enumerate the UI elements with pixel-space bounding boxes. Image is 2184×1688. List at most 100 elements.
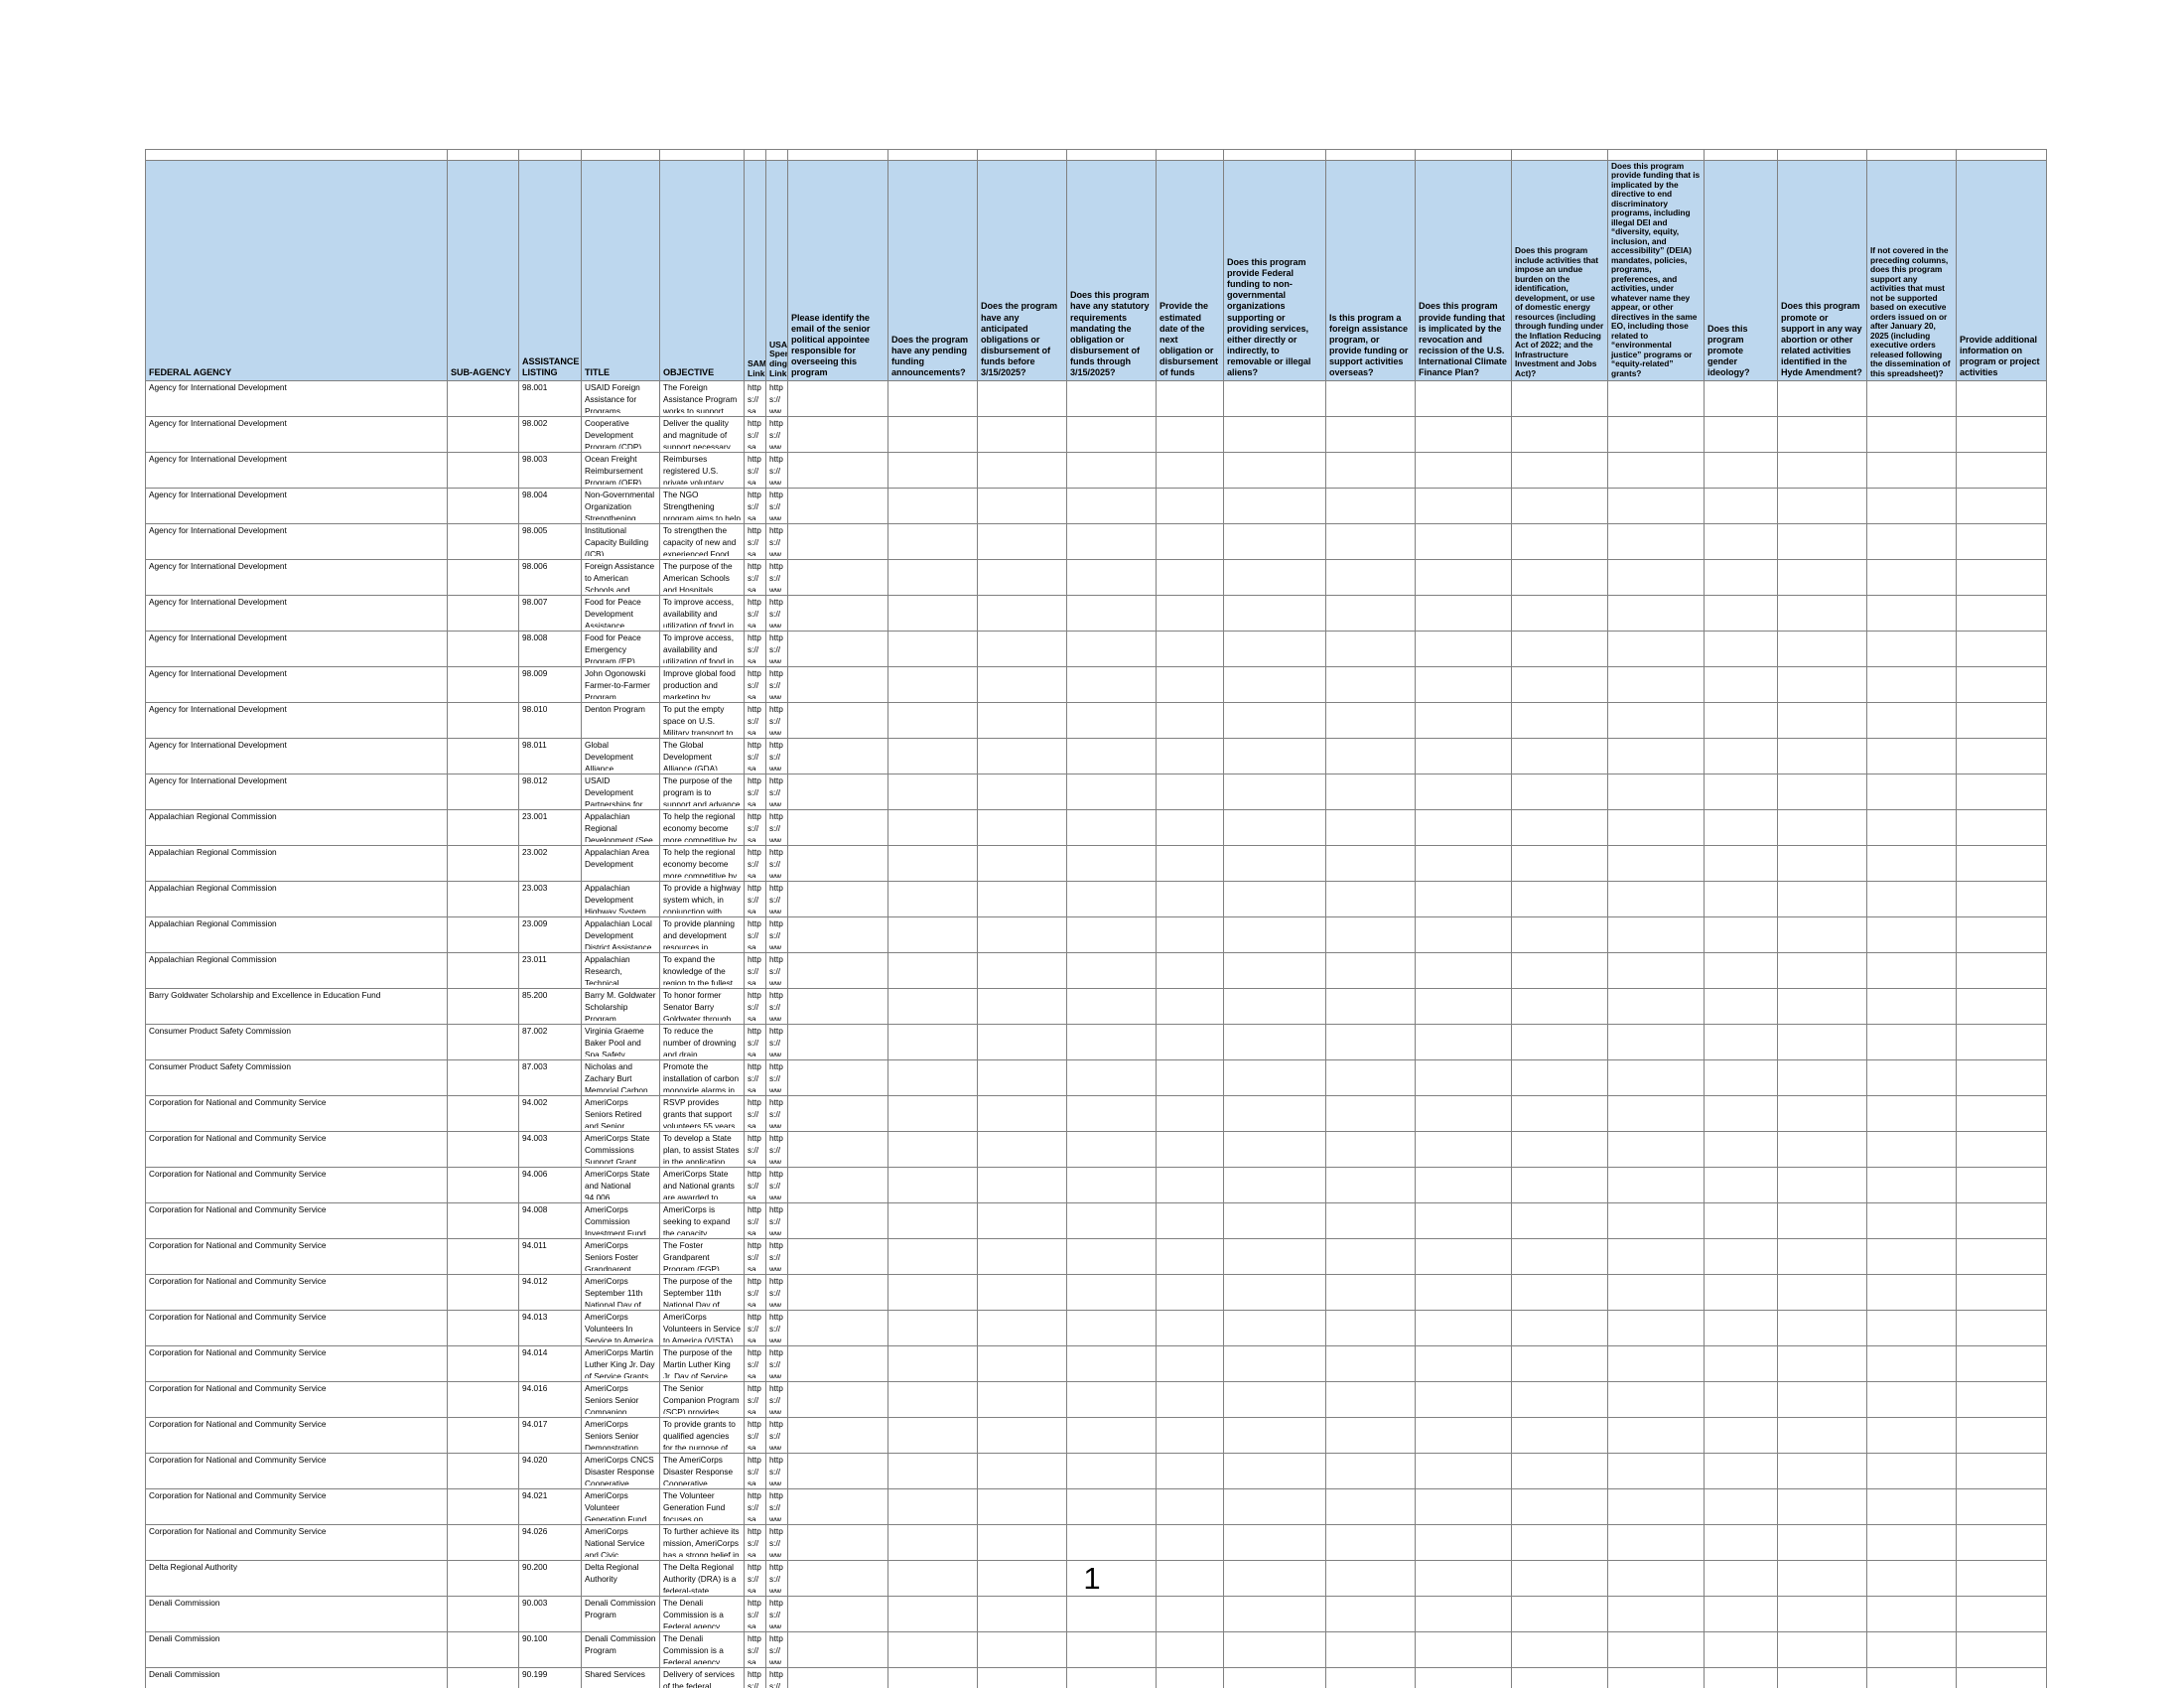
cell-federal_agency[interactable]: Corporation for National and Community S… — [145, 1417, 448, 1455]
cell-estimated_next_obligation_date[interactable] — [1156, 1059, 1224, 1097]
cell-objective[interactable]: To provide a highway system which, in co… — [659, 881, 745, 918]
cell-dei_deia_directive[interactable] — [1607, 1095, 1705, 1133]
cell-pending_funding_announcements[interactable] — [887, 1524, 978, 1562]
cell-pending_funding_announcements[interactable] — [887, 416, 978, 454]
cell-domestic_energy_burden[interactable] — [1511, 1524, 1608, 1562]
cell-ngo_removable_illegal_aliens[interactable] — [1223, 1488, 1326, 1526]
cell-political_appointee_email[interactable] — [787, 845, 888, 883]
cell-statutory_requirements_through[interactable] — [1066, 595, 1157, 633]
cell-estimated_next_obligation_date[interactable] — [1156, 1453, 1224, 1490]
cell-anticipated_obligations_before[interactable] — [977, 845, 1067, 883]
cell-climate_finance_plan[interactable] — [1415, 1560, 1512, 1598]
cell-pending_funding_announcements[interactable] — [887, 1667, 978, 1688]
cell-domestic_energy_burden[interactable] — [1511, 1167, 1608, 1204]
cell-climate_finance_plan[interactable] — [1415, 1524, 1512, 1562]
cell-ngo_removable_illegal_aliens[interactable] — [1223, 952, 1326, 990]
cell-usaspending_link[interactable]: https://www. — [765, 1131, 788, 1169]
cell-estimated_next_obligation_date[interactable] — [1156, 1417, 1224, 1455]
cell-statutory_requirements_through[interactable] — [1066, 881, 1157, 918]
cell-sub_agency[interactable] — [447, 1167, 519, 1204]
cell-sam_link[interactable]: https://sam.g — [744, 1667, 766, 1688]
cell-sub_agency[interactable] — [447, 1417, 519, 1455]
cell-title[interactable]: Foreign Assistance to American Schools a… — [581, 559, 660, 597]
cell-additional_information[interactable] — [1956, 738, 2047, 775]
column-header-additional_information[interactable]: Provide additional information on progra… — [1956, 159, 2047, 382]
cell-foreign_assistance_overseas[interactable] — [1325, 666, 1416, 704]
table-row[interactable]: Agency for International Development 98.0… — [145, 702, 2047, 740]
cell-statutory_requirements_through[interactable] — [1066, 666, 1157, 704]
cell-sub_agency[interactable] — [447, 1381, 519, 1419]
cell-objective[interactable]: To help the regional economy become more… — [659, 809, 745, 847]
cell-sub_agency[interactable] — [447, 738, 519, 775]
cell-usaspending_link[interactable]: https://www. — [765, 774, 788, 811]
cell-pending_funding_announcements[interactable] — [887, 1167, 978, 1204]
cell-estimated_next_obligation_date[interactable] — [1156, 1167, 1224, 1204]
cell-gender_ideology[interactable] — [1704, 1310, 1778, 1347]
cell-title[interactable]: AmeriCorps State and National 94.006 — [581, 1167, 660, 1204]
cell-assistance_listing[interactable]: 87.003 — [518, 1059, 582, 1097]
cell-assistance_listing[interactable]: 98.004 — [518, 488, 582, 525]
cell-objective[interactable]: To improve access, availability and util… — [659, 631, 745, 668]
cell-assistance_listing[interactable]: 94.003 — [518, 1131, 582, 1169]
cell-statutory_requirements_through[interactable] — [1066, 916, 1157, 954]
cell-sub_agency[interactable] — [447, 452, 519, 490]
column-header-federal_agency[interactable]: FEDERAL AGENCY — [145, 159, 448, 382]
cell-statutory_requirements_through[interactable] — [1066, 1274, 1157, 1312]
cell-executive_orders_not_covered[interactable] — [1866, 1095, 1957, 1133]
cell-sub_agency[interactable] — [447, 916, 519, 954]
cell-political_appointee_email[interactable] — [787, 1202, 888, 1240]
cell-political_appointee_email[interactable] — [787, 738, 888, 775]
cell-anticipated_obligations_before[interactable] — [977, 702, 1067, 740]
cell-foreign_assistance_overseas[interactable] — [1325, 1417, 1416, 1455]
cell-domestic_energy_burden[interactable] — [1511, 1345, 1608, 1383]
cell-ngo_removable_illegal_aliens[interactable] — [1223, 1381, 1326, 1419]
cell-federal_agency[interactable]: Agency for International Development — [145, 452, 448, 490]
cell-statutory_requirements_through[interactable] — [1066, 1310, 1157, 1347]
cell-dei_deia_directive[interactable] — [1607, 1631, 1705, 1669]
cell-sam_link[interactable]: https://sam.g — [744, 1095, 766, 1133]
cell-gender_ideology[interactable] — [1704, 452, 1778, 490]
cell-gender_ideology[interactable] — [1704, 1667, 1778, 1688]
column-header-assistance_listing[interactable]: ASSISTANCE LISTING — [518, 159, 582, 382]
cell-federal_agency[interactable]: Delta Regional Authority — [145, 1560, 448, 1598]
cell-sam_link[interactable]: https://sam.g — [744, 631, 766, 668]
cell-ngo_removable_illegal_aliens[interactable] — [1223, 1024, 1326, 1061]
cell-sam_link[interactable]: https://sam.g — [744, 1310, 766, 1347]
cell-federal_agency[interactable]: Appalachian Regional Commission — [145, 952, 448, 990]
table-row[interactable]: Appalachian Regional Commission 23.003 App… — [145, 881, 2047, 918]
cell-estimated_next_obligation_date[interactable] — [1156, 1524, 1224, 1562]
cell-title[interactable]: Denali Commission Program — [581, 1596, 660, 1633]
cell-assistance_listing[interactable]: 90.199 — [518, 1667, 582, 1688]
cell-title[interactable]: Denali Commission Program — [581, 1631, 660, 1669]
cell-ngo_removable_illegal_aliens[interactable] — [1223, 416, 1326, 454]
cell-additional_information[interactable] — [1956, 1381, 2047, 1419]
cell-ngo_removable_illegal_aliens[interactable] — [1223, 380, 1326, 418]
cell-anticipated_obligations_before[interactable] — [977, 1024, 1067, 1061]
cell-usaspending_link[interactable]: https://www. — [765, 702, 788, 740]
cell-assistance_listing[interactable]: 98.008 — [518, 631, 582, 668]
cell-gender_ideology[interactable] — [1704, 488, 1778, 525]
table-row[interactable]: Corporation for National and Community S… — [145, 1095, 2047, 1133]
cell-domestic_energy_burden[interactable] — [1511, 1238, 1608, 1276]
cell-domestic_energy_burden[interactable] — [1511, 845, 1608, 883]
cell-abortion_hyde_amendment[interactable] — [1777, 1095, 1867, 1133]
cell-federal_agency[interactable]: Agency for International Development — [145, 523, 448, 561]
cell-title[interactable]: Institutional Capacity Building (ICB) — [581, 523, 660, 561]
cell-political_appointee_email[interactable] — [787, 809, 888, 847]
cell-estimated_next_obligation_date[interactable] — [1156, 488, 1224, 525]
cell-domestic_energy_burden[interactable] — [1511, 952, 1608, 990]
cell-objective[interactable]: To provide grants to qualified agencies … — [659, 1417, 745, 1455]
cell-federal_agency[interactable]: Corporation for National and Community S… — [145, 1167, 448, 1204]
table-row[interactable]: Appalachian Regional Commission 23.011 App… — [145, 952, 2047, 990]
cell-assistance_listing[interactable]: 94.002 — [518, 1095, 582, 1133]
cell-domestic_energy_burden[interactable] — [1511, 774, 1608, 811]
cell-sam_link[interactable]: https://sam.g — [744, 1059, 766, 1097]
cell-statutory_requirements_through[interactable] — [1066, 1238, 1157, 1276]
cell-sub_agency[interactable] — [447, 988, 519, 1026]
column-header-statutory_requirements_through[interactable]: Does this program have any statutory req… — [1066, 159, 1157, 382]
cell-domestic_energy_burden[interactable] — [1511, 1596, 1608, 1633]
cell-dei_deia_directive[interactable] — [1607, 380, 1705, 418]
cell-gender_ideology[interactable] — [1704, 988, 1778, 1026]
cell-statutory_requirements_through[interactable] — [1066, 702, 1157, 740]
cell-executive_orders_not_covered[interactable] — [1866, 523, 1957, 561]
